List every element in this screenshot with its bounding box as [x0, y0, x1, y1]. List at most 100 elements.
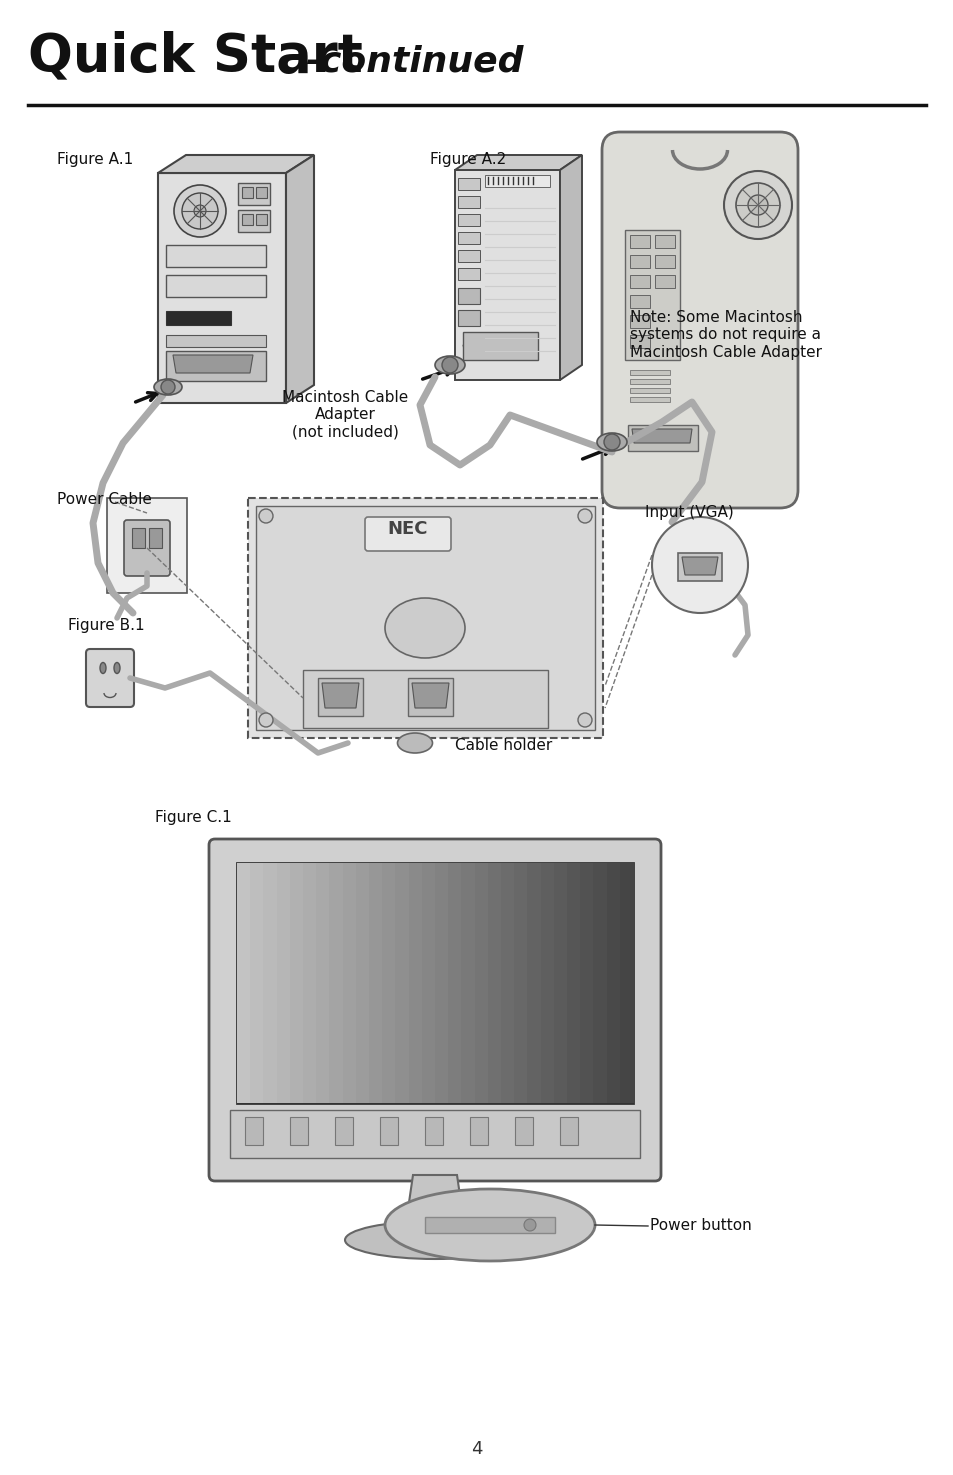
- FancyBboxPatch shape: [365, 518, 451, 552]
- Bar: [276, 863, 291, 1103]
- Bar: [395, 863, 409, 1103]
- Bar: [629, 379, 669, 384]
- Bar: [166, 351, 266, 381]
- Ellipse shape: [597, 434, 626, 451]
- Circle shape: [523, 1218, 536, 1232]
- Bar: [629, 397, 669, 403]
- Bar: [158, 173, 286, 403]
- Bar: [435, 863, 449, 1103]
- Text: Figure A.1: Figure A.1: [57, 152, 133, 167]
- Bar: [629, 295, 649, 308]
- Polygon shape: [462, 345, 535, 358]
- Polygon shape: [172, 355, 253, 373]
- Bar: [514, 863, 528, 1103]
- Bar: [408, 678, 453, 715]
- Bar: [457, 232, 479, 243]
- Bar: [461, 863, 476, 1103]
- Bar: [629, 235, 649, 248]
- Bar: [457, 214, 479, 226]
- Polygon shape: [455, 155, 581, 170]
- Bar: [457, 178, 479, 190]
- Bar: [457, 196, 479, 208]
- Bar: [470, 1117, 488, 1145]
- Bar: [355, 863, 370, 1103]
- Bar: [242, 214, 253, 226]
- Bar: [527, 863, 541, 1103]
- Bar: [236, 863, 251, 1103]
- Bar: [455, 170, 559, 381]
- Bar: [166, 335, 266, 347]
- Circle shape: [258, 712, 273, 727]
- Circle shape: [735, 183, 780, 227]
- Bar: [245, 1117, 263, 1145]
- Bar: [629, 274, 649, 288]
- Bar: [655, 235, 675, 248]
- Bar: [290, 863, 304, 1103]
- Bar: [629, 316, 649, 327]
- Polygon shape: [681, 558, 718, 575]
- Circle shape: [441, 357, 457, 373]
- Circle shape: [578, 712, 592, 727]
- Circle shape: [173, 184, 226, 237]
- Ellipse shape: [153, 379, 182, 395]
- Ellipse shape: [397, 733, 432, 754]
- Polygon shape: [405, 1176, 464, 1230]
- Bar: [242, 187, 253, 198]
- Bar: [566, 863, 580, 1103]
- Bar: [303, 670, 547, 729]
- Text: Figure A.2: Figure A.2: [430, 152, 506, 167]
- Bar: [166, 311, 231, 324]
- Bar: [263, 863, 277, 1103]
- Text: Figure C.1: Figure C.1: [154, 810, 232, 825]
- Bar: [329, 863, 343, 1103]
- Bar: [290, 1117, 308, 1145]
- Bar: [457, 249, 479, 263]
- Bar: [250, 863, 264, 1103]
- Bar: [342, 863, 356, 1103]
- Circle shape: [161, 381, 174, 394]
- Polygon shape: [631, 429, 691, 442]
- Bar: [593, 863, 607, 1103]
- Bar: [457, 310, 479, 326]
- Ellipse shape: [385, 1189, 595, 1261]
- Bar: [579, 863, 594, 1103]
- Bar: [237, 183, 270, 205]
- Bar: [629, 335, 649, 348]
- Text: 4: 4: [471, 1440, 482, 1457]
- Bar: [559, 1117, 578, 1145]
- Bar: [629, 255, 649, 268]
- Circle shape: [182, 193, 218, 229]
- Polygon shape: [158, 155, 314, 173]
- Bar: [317, 678, 363, 715]
- Bar: [369, 863, 383, 1103]
- Bar: [462, 332, 537, 360]
- Bar: [107, 499, 187, 593]
- Bar: [554, 863, 567, 1103]
- FancyBboxPatch shape: [124, 521, 170, 577]
- FancyBboxPatch shape: [601, 131, 797, 507]
- Bar: [132, 528, 145, 549]
- Bar: [303, 863, 316, 1103]
- Text: Input (VGA): Input (VGA): [644, 504, 733, 521]
- Polygon shape: [412, 683, 449, 708]
- Bar: [484, 176, 550, 187]
- Text: Quick Start: Quick Start: [28, 30, 362, 83]
- Text: Macintosh Cable
Adapter
(not included): Macintosh Cable Adapter (not included): [281, 389, 408, 440]
- Bar: [500, 863, 515, 1103]
- Bar: [149, 528, 162, 549]
- Ellipse shape: [100, 662, 106, 674]
- Bar: [379, 1117, 397, 1145]
- Bar: [457, 268, 479, 280]
- Bar: [255, 187, 267, 198]
- Bar: [424, 1117, 442, 1145]
- Polygon shape: [322, 683, 358, 708]
- Bar: [487, 863, 501, 1103]
- Bar: [315, 863, 330, 1103]
- Bar: [255, 214, 267, 226]
- Bar: [629, 388, 669, 392]
- Circle shape: [747, 195, 767, 215]
- Bar: [474, 863, 488, 1103]
- Bar: [424, 1217, 555, 1233]
- Bar: [236, 863, 633, 1103]
- Bar: [335, 1117, 353, 1145]
